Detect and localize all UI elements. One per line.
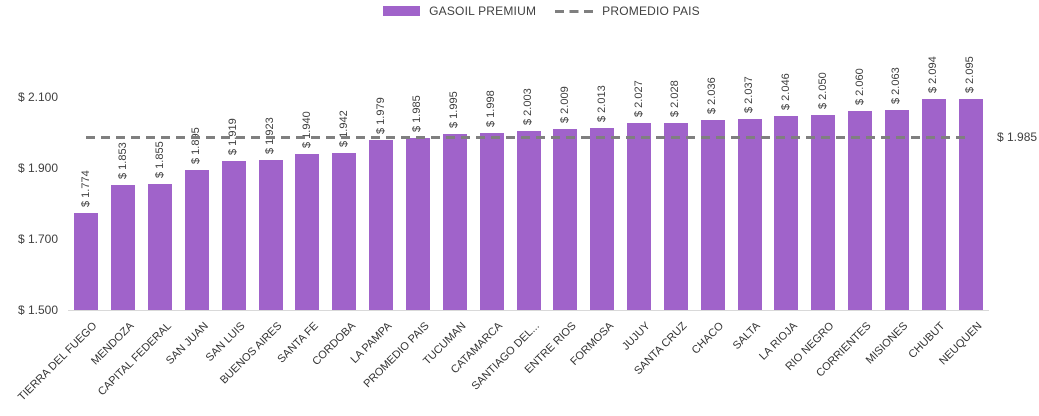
bar-buenos-aires <box>258 159 283 310</box>
x-axis-line <box>68 310 989 311</box>
bar-value-label-catamarca: $ 1.998 <box>485 90 498 128</box>
bar-value-label-tucuman: $ 1.995 <box>448 91 461 129</box>
bar-value-label-chaco: $ 2.036 <box>706 77 719 114</box>
x-axis-label-chaco: CHACO <box>689 320 727 357</box>
bar-neuquen <box>958 98 983 310</box>
promedio-pais-average-line <box>86 136 971 140</box>
bar-chubut <box>921 99 946 310</box>
promedio-pais-legend-label: PROMEDIO PAIS <box>602 4 700 18</box>
x-axis-label-capital-federal: CAPITAL FEDERAL <box>95 320 174 399</box>
bar-catamarca <box>479 133 504 310</box>
average-line-value-label: $ 1.985 <box>997 129 1038 144</box>
bar-value-label-mendoza: $ 1.853 <box>116 141 129 179</box>
bar-misiones <box>884 110 909 310</box>
bar-value-label-rio-negro: $ 2.050 <box>816 72 829 109</box>
bar-value-label-san-juan: $ 1.895 <box>190 127 203 164</box>
x-axis-label-tierra-del-fuego: TIERRA DEL FUEGO <box>16 320 100 404</box>
x-axis-labels: TIERRA DEL FUEGO MENDOZA CAPITAL FEDERAL SA… <box>17 310 989 416</box>
bar-value-label-capital-federal: $ 1.855 <box>153 141 166 178</box>
bar-jujuy <box>627 122 652 310</box>
bar-corrientes <box>848 111 873 310</box>
bar-value-label-santa-cruz: $ 2.028 <box>669 79 682 117</box>
bar-value-label-formosa: $ 2.013 <box>595 85 608 122</box>
x-axis-label-salta: SALTA <box>731 320 764 352</box>
x-axis-label-jujuy: JUJUY <box>619 320 653 353</box>
bar-value-label-corrientes: $ 2.060 <box>853 68 866 106</box>
y-axis-tick-label: $ 2.100 <box>17 90 58 104</box>
bar-tucuman <box>442 134 467 310</box>
bar-san-luis <box>221 161 246 310</box>
bar-tierra-del-fuego <box>74 212 99 310</box>
bar-value-label-entre-rios: $ 2.009 <box>558 86 571 124</box>
bar-capital-federal <box>148 183 173 310</box>
bar-entre-rios <box>553 129 578 310</box>
bar-value-label-la-rioja: $ 2.046 <box>779 73 792 111</box>
x-axis-label-promedio-pais: PROMEDIO PAIS <box>361 320 432 391</box>
bar-value-label-chubut: $ 2.094 <box>927 56 940 94</box>
y-axis-tick-label: $ 1.700 <box>17 232 58 246</box>
plot-area: $ 1.774$ 1.853$ 1.855$ 1.895$ 1.919$ 1.9… <box>68 56 989 311</box>
bar-value-label-neuquen: $ 2.095 <box>964 56 977 93</box>
bar-la-rioja <box>774 116 799 310</box>
bar-formosa <box>590 127 615 310</box>
bar-santa-cruz <box>663 122 688 310</box>
bar-cordoba <box>332 153 357 310</box>
bar-mendoza <box>111 184 136 310</box>
bar-value-label-jujuy: $ 2.027 <box>632 80 645 117</box>
gasoil-premium-legend-label: GASOIL PREMIUM <box>429 4 537 18</box>
y-axis-tick-label: $ 1.500 <box>17 303 58 317</box>
bar-rio-negro <box>811 114 836 310</box>
bar-promedio-pais <box>405 137 430 310</box>
bar-value-label-misiones: $ 2.063 <box>890 67 903 105</box>
bar-value-label-tierra-del-fuego: $ 1.774 <box>79 170 92 207</box>
bar-value-label-cordoba: $ 1.942 <box>337 110 350 148</box>
bar-salta <box>737 119 762 310</box>
bar-value-label-salta: $ 2.037 <box>743 76 756 114</box>
bar-santiago-del <box>516 131 541 310</box>
bar-san-juan <box>184 169 209 310</box>
y-axis-tick-label: $ 1.900 <box>17 161 58 175</box>
bar-value-label-la-pampa: $ 1.979 <box>374 97 387 134</box>
bar-value-label-santiago-del: $ 2.003 <box>522 88 534 126</box>
bar-value-label-santa-fe: $ 1.940 <box>300 111 313 148</box>
bar-la-pampa <box>369 139 394 310</box>
legend: GASOIL PREMIUM PROMEDIO PAIS <box>22 4 1039 18</box>
promedio-pais-legend-dash-icon <box>555 9 594 13</box>
bar-santa-fe <box>295 153 320 310</box>
bar-value-label-promedio-pais: $ 1.985 <box>411 95 424 132</box>
gasoil-premium-legend-swatch-icon <box>383 6 421 16</box>
bar-chaco <box>700 119 725 310</box>
